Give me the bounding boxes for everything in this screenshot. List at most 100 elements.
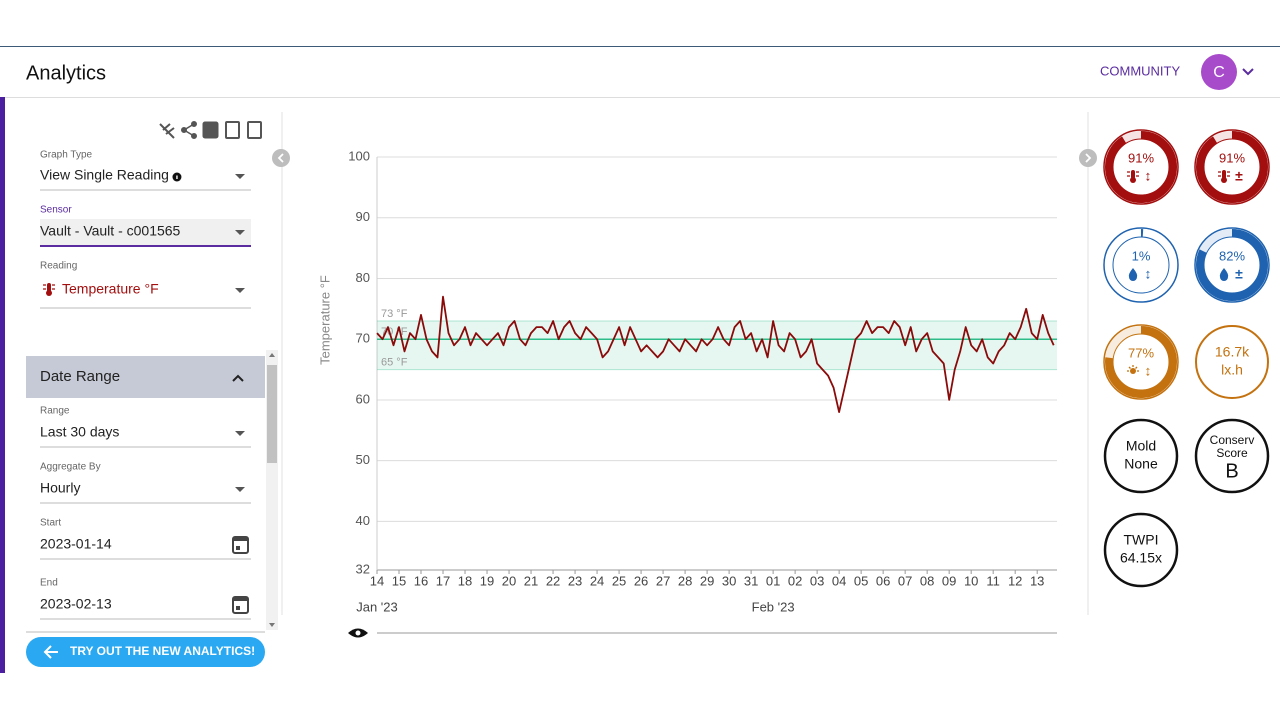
collapse-left[interactable] [272,149,290,167]
thermometer-ticks [1218,171,1230,177]
sun-icon [1130,368,1136,374]
x-tick-label: 18 [458,573,472,588]
date-range-title: Date Range [40,368,120,385]
report-icon[interactable] [225,121,240,139]
field-value[interactable]: Temperature °F [62,281,159,297]
calendar-day [236,606,240,610]
back-arrow [43,645,58,659]
y-tick-label: 50 [356,452,370,467]
reference-label: 65 °F [381,356,408,368]
month-label: Jan '23 [356,599,398,614]
collapse-right[interactable] [1079,149,1097,167]
y-axis-label: Temperature °F [317,275,332,365]
gauge-arc [1105,131,1177,203]
field-label: Aggregate By [40,462,101,473]
button-label: TRY OUT THE NEW ANALYTICS! [70,644,255,658]
scroll-thumb[interactable] [267,365,277,463]
y-tick-label: 70 [356,331,370,346]
gauge-symbol: ↕ [1145,363,1152,379]
collapse-chevron[interactable] [232,374,244,382]
field-value[interactable]: Vault - Vault - c001565 [40,223,181,239]
y-tick-label: 90 [356,209,370,224]
dropdown-caret[interactable] [235,288,245,293]
badge-ring [1103,418,1179,494]
thermometer-icon [47,283,51,292]
share-link [183,123,195,137]
gauge-arc [1105,229,1177,301]
date-range-header[interactable] [26,356,265,398]
x-tick-label: 24 [590,573,604,588]
badge-text: Conserv [1210,433,1255,447]
dropdown-caret[interactable] [235,487,245,492]
field-value[interactable]: Hourly [40,480,80,496]
side-accent [0,97,5,673]
thermometer-bulb [1221,177,1227,183]
x-tick-label: 03 [810,573,824,588]
x-tick-label: 23 [568,573,582,588]
gauge-symbol: ± [1235,168,1243,184]
thermometer-icon [1131,170,1135,179]
x-tick-label: 07 [898,573,912,588]
gauge-arc [1196,229,1268,301]
x-tick-label: 15 [392,573,406,588]
reference-label: 73 °F [381,308,408,320]
field-label: Sensor [40,205,72,216]
y-tick-label: 60 [356,391,370,406]
badge-text: TWPI [1124,532,1159,548]
field-label: Range [40,406,70,417]
field-label: Start [40,518,61,529]
drop-icon [1219,268,1229,281]
x-tick-label: 21 [524,573,538,588]
y-tick-label: 40 [356,513,370,528]
x-tick-label: 20 [502,573,516,588]
calendar-top [233,537,248,541]
field-label: Graph Type [40,150,93,161]
badge-ring [1103,512,1179,588]
toolbar [159,121,262,139]
field-label: End [40,578,58,589]
dropdown-caret[interactable] [235,230,245,235]
x-tick-label: 22 [546,573,560,588]
badge-text: lx.h [1221,362,1243,378]
dropdown-caret[interactable] [235,174,245,179]
account-chevron[interactable] [1242,68,1254,76]
x-tick-label: 06 [876,573,890,588]
field-value[interactable]: View Single Reading [40,167,169,183]
avatar[interactable] [1201,54,1237,90]
badge-text: None [1124,456,1158,472]
save-icon[interactable] [202,121,219,139]
x-tick-label: 19 [480,573,494,588]
gauge-outline [1194,227,1270,303]
gauge-outline [1103,324,1179,400]
gauge-arc [1196,131,1268,203]
month-label: Feb '23 [752,599,795,614]
x-tick-label: 01 [766,573,780,588]
y-tick-label: 32 [356,561,370,576]
x-tick-label: 26 [634,573,648,588]
badge-text: 64.15x [1120,550,1162,566]
x-tick-label: 28 [678,573,692,588]
field-value[interactable]: 2023-01-14 [40,536,112,552]
community-link[interactable]: COMMUNITY [1100,63,1180,78]
x-tick-label: 25 [612,573,626,588]
gauge-symbol: ↕ [1145,266,1152,282]
badge-ring [1195,325,1269,399]
field-value[interactable]: Last 30 days [40,424,119,440]
gauge-outline [1103,227,1179,303]
thermometer-bulb [1130,177,1136,183]
gauge-outline [1194,129,1270,205]
badge-text: Mold [1126,438,1156,454]
dropdown-caret[interactable] [235,431,245,436]
y-tick-label: 80 [356,270,370,285]
x-tick-label: 29 [700,573,714,588]
temperature-line [376,295,1055,413]
badge-text: 16.7k [1215,344,1250,360]
hide-icon[interactable] [159,123,175,139]
calendar-day [236,546,240,550]
field-value[interactable]: 2023-02-13 [40,596,112,612]
x-tick-label: 02 [788,573,802,588]
thermometer-icon [1222,170,1226,179]
export-icon[interactable] [247,121,262,139]
try-new-button[interactable] [26,637,265,667]
